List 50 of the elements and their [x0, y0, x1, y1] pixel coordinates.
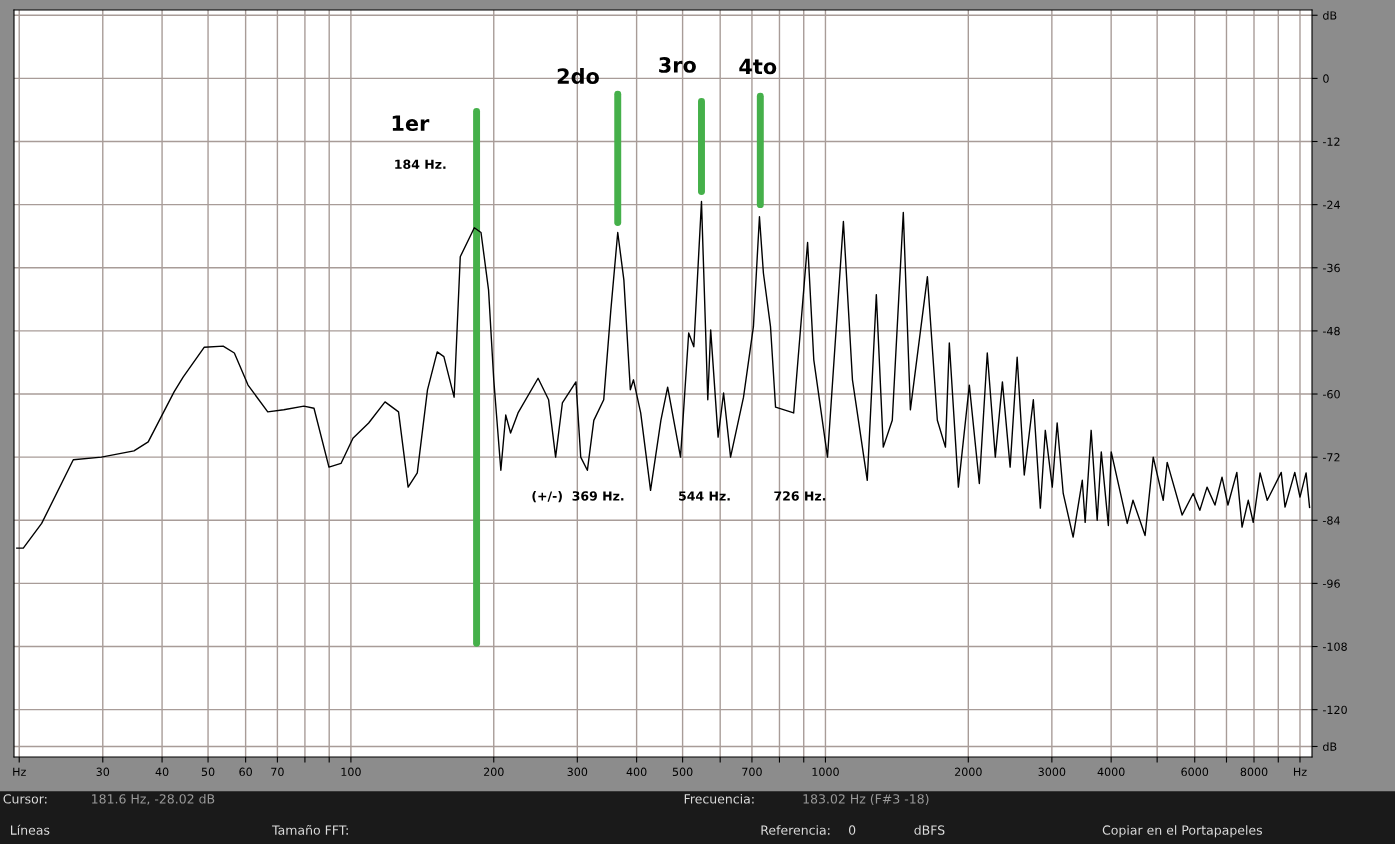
x-tick-label: 60 — [239, 767, 252, 777]
y-tick-label: -48 — [1322, 326, 1340, 336]
y-tick-label: -60 — [1322, 390, 1340, 399]
x-tick-label: 4000 — [1097, 767, 1125, 777]
x-tick-label: Hz — [13, 767, 26, 776]
text: 181.6 Hz, -28.02 dB — [92, 793, 215, 805]
y-tick-label: -12 — [1322, 137, 1340, 146]
text: Tamaño FFT: — [271, 824, 348, 835]
annotation: (+/-) 369 Hz. — [532, 491, 624, 503]
x-tick-label: Hz — [1293, 767, 1307, 776]
annotation: 1er — [392, 115, 430, 132]
x-tick-label: 70 — [271, 767, 284, 777]
annotation: 3ro — [659, 57, 696, 73]
x-tick-label: 2000 — [954, 767, 982, 777]
annotation: 4to — [739, 58, 777, 75]
y-tick-label: dB — [1323, 11, 1337, 20]
text: Frecuencia: — [684, 793, 754, 804]
x-tick-label: 700 — [742, 767, 762, 777]
x-tick-label: 8000 — [1240, 767, 1268, 777]
text: dBFS — [914, 825, 945, 835]
annotation: 184 Hz. — [395, 159, 446, 169]
x-tick-label: 500 — [672, 767, 693, 777]
x-tick-label: 3000 — [1038, 767, 1066, 777]
annotation: 2do — [557, 67, 599, 85]
text: Copiar en el Portapapeles — [1102, 825, 1263, 838]
y-tick-label: -36 — [1322, 263, 1340, 273]
text: Líneas — [10, 824, 50, 835]
x-tick-label: 400 — [626, 767, 647, 777]
text: Cursor: — [3, 794, 47, 804]
y-tick-label: -24 — [1322, 200, 1340, 209]
y-tick-label: -84 — [1322, 516, 1340, 525]
text: 0 — [848, 825, 856, 835]
text: 183.02 Hz (F#3 -18) — [803, 793, 929, 806]
x-tick-label: 100 — [341, 767, 361, 777]
y-tick-label: -120 — [1322, 705, 1347, 715]
annotation: 544 Hz. — [679, 491, 730, 501]
x-tick-label: 200 — [483, 767, 504, 777]
x-tick-label: 6000 — [1181, 767, 1209, 777]
x-tick-label: 40 — [155, 767, 169, 777]
y-tick-label: -72 — [1322, 453, 1340, 462]
y-tick-label: -96 — [1322, 579, 1340, 588]
x-tick-label: 1000 — [812, 767, 839, 777]
x-tick-label: 30 — [96, 767, 110, 777]
x-tick-label: 50 — [201, 767, 215, 777]
annotation: 726 Hz. — [774, 491, 826, 501]
y-tick-label: -108 — [1322, 642, 1347, 651]
text: Referencia: — [761, 825, 830, 835]
x-tick-label: 300 — [567, 767, 588, 777]
y-tick-label: 0 — [1323, 74, 1329, 83]
y-tick-label: dB — [1323, 742, 1337, 751]
